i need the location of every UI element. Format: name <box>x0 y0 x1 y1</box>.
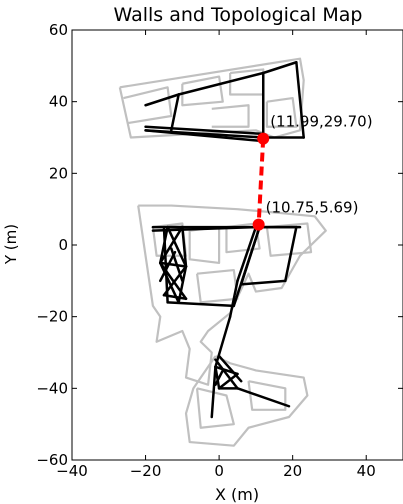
wall-outline-12 <box>184 355 309 447</box>
x-tick-label: 0 <box>214 462 224 480</box>
topology-edge-31 <box>177 265 188 304</box>
topology-edge-29 <box>159 225 184 265</box>
x-tick-label: 20 <box>283 462 302 480</box>
topology-edge-13 <box>284 225 298 283</box>
inter-floor-link-line <box>256 138 266 225</box>
topology-edge-22 <box>159 225 169 265</box>
plot-clip-area: (11.99,29.70) (10.75,5.69) <box>118 57 373 447</box>
topology-edge-25 <box>159 261 180 304</box>
wall-outline-8 <box>188 225 221 265</box>
topology-edge-43 <box>214 369 225 386</box>
x-tick-label: −40 <box>56 462 88 480</box>
link-layer <box>256 138 266 225</box>
x-axis-label: X (m) <box>215 485 259 504</box>
topology-edge-16 <box>232 225 261 308</box>
topology-edge-26 <box>162 265 188 297</box>
topology-edge-14 <box>239 279 287 286</box>
x-tick-label: 40 <box>357 462 376 480</box>
topology-edge-33 <box>159 250 177 283</box>
transition-node-1 <box>252 218 265 231</box>
topology-edge-24 <box>159 261 188 268</box>
topology-edge-23 <box>181 225 188 268</box>
topology-edge-20 <box>228 279 239 318</box>
y-tick-label: −20 <box>36 308 68 326</box>
topology-edge-28 <box>166 225 188 268</box>
topology-edge-35 <box>210 365 217 419</box>
topology-edge-37 <box>236 387 291 408</box>
y-tick-label: 20 <box>49 164 68 182</box>
topology-edge-4 <box>295 61 305 139</box>
wall-outline-5 <box>211 104 250 128</box>
topology-edge-36 <box>214 358 239 390</box>
x-tick-label: −20 <box>130 462 162 480</box>
transition-node-0 <box>257 132 270 145</box>
wall-outline-4 <box>265 96 298 128</box>
y-tick-label: 60 <box>49 21 68 39</box>
topology-edge-9 <box>144 129 265 143</box>
wall-outline-13 <box>195 387 235 429</box>
chart-title: Walls and Topological Map <box>114 4 363 26</box>
y-tick-label: 0 <box>58 236 68 254</box>
walls-layer <box>118 57 327 447</box>
topology-edge-34 <box>214 315 232 369</box>
wall-outline-0 <box>118 57 305 139</box>
topology-layer <box>144 61 305 419</box>
wall-outline-9 <box>225 222 261 254</box>
node-layer: (11.99,29.70) (10.75,5.69) <box>252 113 373 231</box>
topology-edge-1 <box>170 93 180 132</box>
wall-outline-1 <box>123 86 173 125</box>
topology-edge-2 <box>177 71 265 96</box>
topology-edge-39 <box>217 372 239 390</box>
topology-edge-8 <box>144 125 265 136</box>
topology-edge-19 <box>236 225 258 283</box>
topology-edge-27 <box>162 293 188 300</box>
transition-node-label-1: (10.75,5.69) <box>266 199 359 217</box>
wall-outline-2 <box>181 75 224 107</box>
topology-edge-3 <box>261 61 298 75</box>
transition-node-label-0: (11.99,29.70) <box>270 113 372 131</box>
topology-edge-42 <box>217 354 243 383</box>
wall-outline-6 <box>137 204 327 386</box>
wall-outline-10 <box>265 222 313 257</box>
topology-edge-41 <box>214 365 221 390</box>
y-axis-label: Y (m) <box>2 224 20 265</box>
wall-outline-11 <box>195 268 239 304</box>
topology-edge-0 <box>144 93 180 107</box>
y-tick-label: −60 <box>36 451 68 469</box>
wall-outline-14 <box>247 380 287 411</box>
y-tick-label: −40 <box>36 379 68 397</box>
y-tick-label: 40 <box>49 93 68 111</box>
